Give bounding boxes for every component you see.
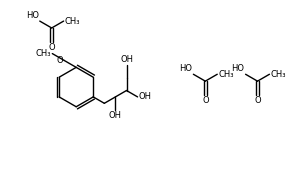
Text: HO: HO: [26, 11, 39, 20]
Text: CH₃: CH₃: [36, 49, 51, 58]
Text: O: O: [202, 96, 209, 105]
Text: OH: OH: [109, 111, 122, 120]
Text: O: O: [48, 43, 55, 52]
Text: HO: HO: [232, 64, 244, 73]
Text: CH₃: CH₃: [218, 70, 234, 79]
Text: O: O: [57, 56, 63, 65]
Text: CH₃: CH₃: [271, 70, 286, 79]
Text: OH: OH: [139, 92, 151, 101]
Text: HO: HO: [179, 64, 192, 73]
Text: OH: OH: [120, 55, 133, 64]
Text: O: O: [254, 96, 261, 105]
Text: CH₃: CH₃: [65, 17, 80, 26]
